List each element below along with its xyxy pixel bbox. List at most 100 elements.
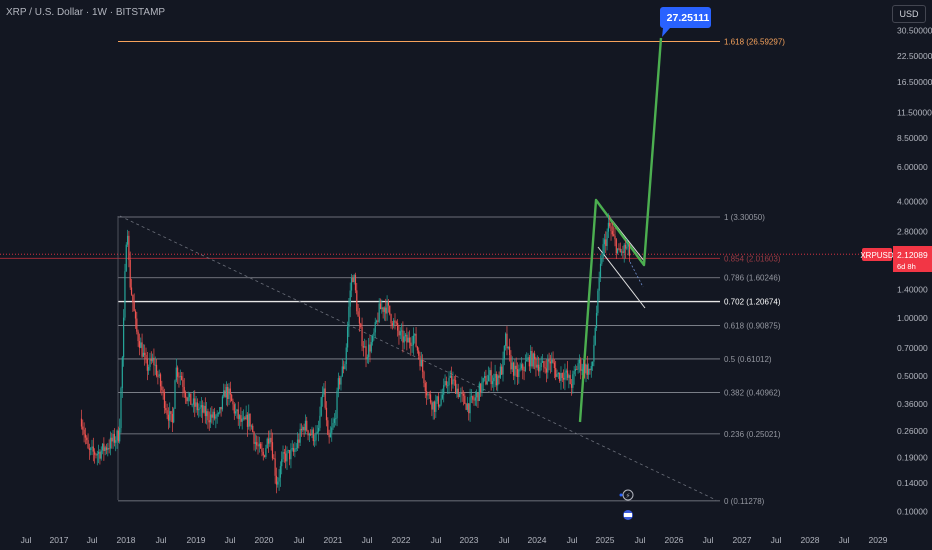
x-tick-label: Jul [771,535,782,545]
candle-body [454,380,457,394]
candle-body [316,431,318,433]
x-tick-label: Jul [21,535,32,545]
x-tick-label: 2026 [665,535,684,545]
x-tick-label: Jul [225,535,236,545]
candle-body [543,361,545,368]
candle-body [443,385,445,395]
candle-body [292,448,295,452]
candle-body [250,425,253,427]
candle-body [233,404,235,414]
candle-body [593,344,595,362]
candle-body [468,403,470,414]
candle-body [263,455,266,457]
candle-body [186,397,188,402]
candle-body [229,388,231,395]
candle-body [486,381,488,385]
candle-body [319,415,321,428]
candle-body [564,372,566,380]
candle-body [507,346,509,349]
candle-body [183,386,185,393]
candle-body [478,383,480,401]
candle-body [142,352,144,357]
candle-body [199,407,201,409]
candle-body [385,307,387,314]
time-axis[interactable]: Jul 2017 Jul 2018 Jul 2019 Jul 2020 Jul 2021 Jul 20… [21,535,888,545]
candle-body [138,341,141,348]
price-axis[interactable]: 30.50000 22.50000 16.50000 11.50000 8.50000 6… [897,26,932,517]
candle-body [531,350,533,367]
candle-body [287,450,289,452]
candle-body [445,381,447,386]
candle-body [391,323,393,326]
candle-body [252,425,254,432]
candle-body [581,369,583,371]
x-tick-label: 2028 [801,535,820,545]
candle-body [325,407,328,421]
flag-icon-stripe [624,513,632,517]
candle-body [519,368,521,370]
candle-body [341,366,343,377]
candle-body [300,428,303,431]
candle-body [216,413,218,417]
candle-body [323,388,325,395]
price-tag-value: 2.12089 [897,250,928,260]
candle-body [427,394,429,396]
candle-body [278,477,280,482]
currency-button[interactable]: USD [892,5,926,23]
candle-body [537,364,540,372]
candle-body [453,379,455,381]
candle-body [491,381,494,385]
candle-body [411,345,413,346]
candle-body [207,411,209,421]
candle-body [332,422,334,428]
candle-body [120,388,122,429]
candle-body [476,392,478,398]
candle-body [282,452,284,460]
candle-body [609,222,611,227]
candle-body [248,413,250,427]
candle-body [279,466,281,478]
candle-body [87,440,89,449]
candle-body [368,344,370,358]
candle-body [350,277,353,291]
candle-body [303,426,305,431]
candle-body [223,390,225,397]
candle-body [290,449,292,460]
candle-body [242,417,245,419]
y-tick-label: 16.50000 [897,77,932,87]
candle-body [424,383,426,392]
candle-body [277,481,279,485]
candle-body [321,394,324,398]
candle-body [618,248,620,250]
candle-body [514,365,516,376]
candle-body [619,248,621,253]
fib-level-label: 0.702 (1.20674) [724,298,781,307]
candle-body [577,363,579,370]
y-tick-label: 6.00000 [897,162,928,172]
candle-body [544,367,546,369]
y-tick-label: 0.50000 [897,371,928,381]
candle-body [196,402,198,411]
candle-body [220,407,222,410]
candle-body [310,433,312,436]
x-tick-label: 2022 [392,535,411,545]
candle-body [530,350,532,367]
x-tick-label: 2021 [324,535,343,545]
candle-body [495,373,498,386]
y-tick-label: 8.50000 [897,133,928,143]
candle-body [499,366,501,378]
candle-body [133,302,135,312]
candle-body [483,376,486,379]
candle-body [115,440,117,443]
y-tick-label: 2.80000 [897,226,928,236]
candle-body [315,432,317,441]
candle-body [526,360,528,362]
candle-body [204,405,206,417]
candle-body [257,445,259,447]
candle-body [304,420,307,431]
lightning-icon[interactable] [622,489,634,501]
candle-body [602,244,604,258]
candle-body [548,359,550,362]
candle-body [505,333,507,346]
